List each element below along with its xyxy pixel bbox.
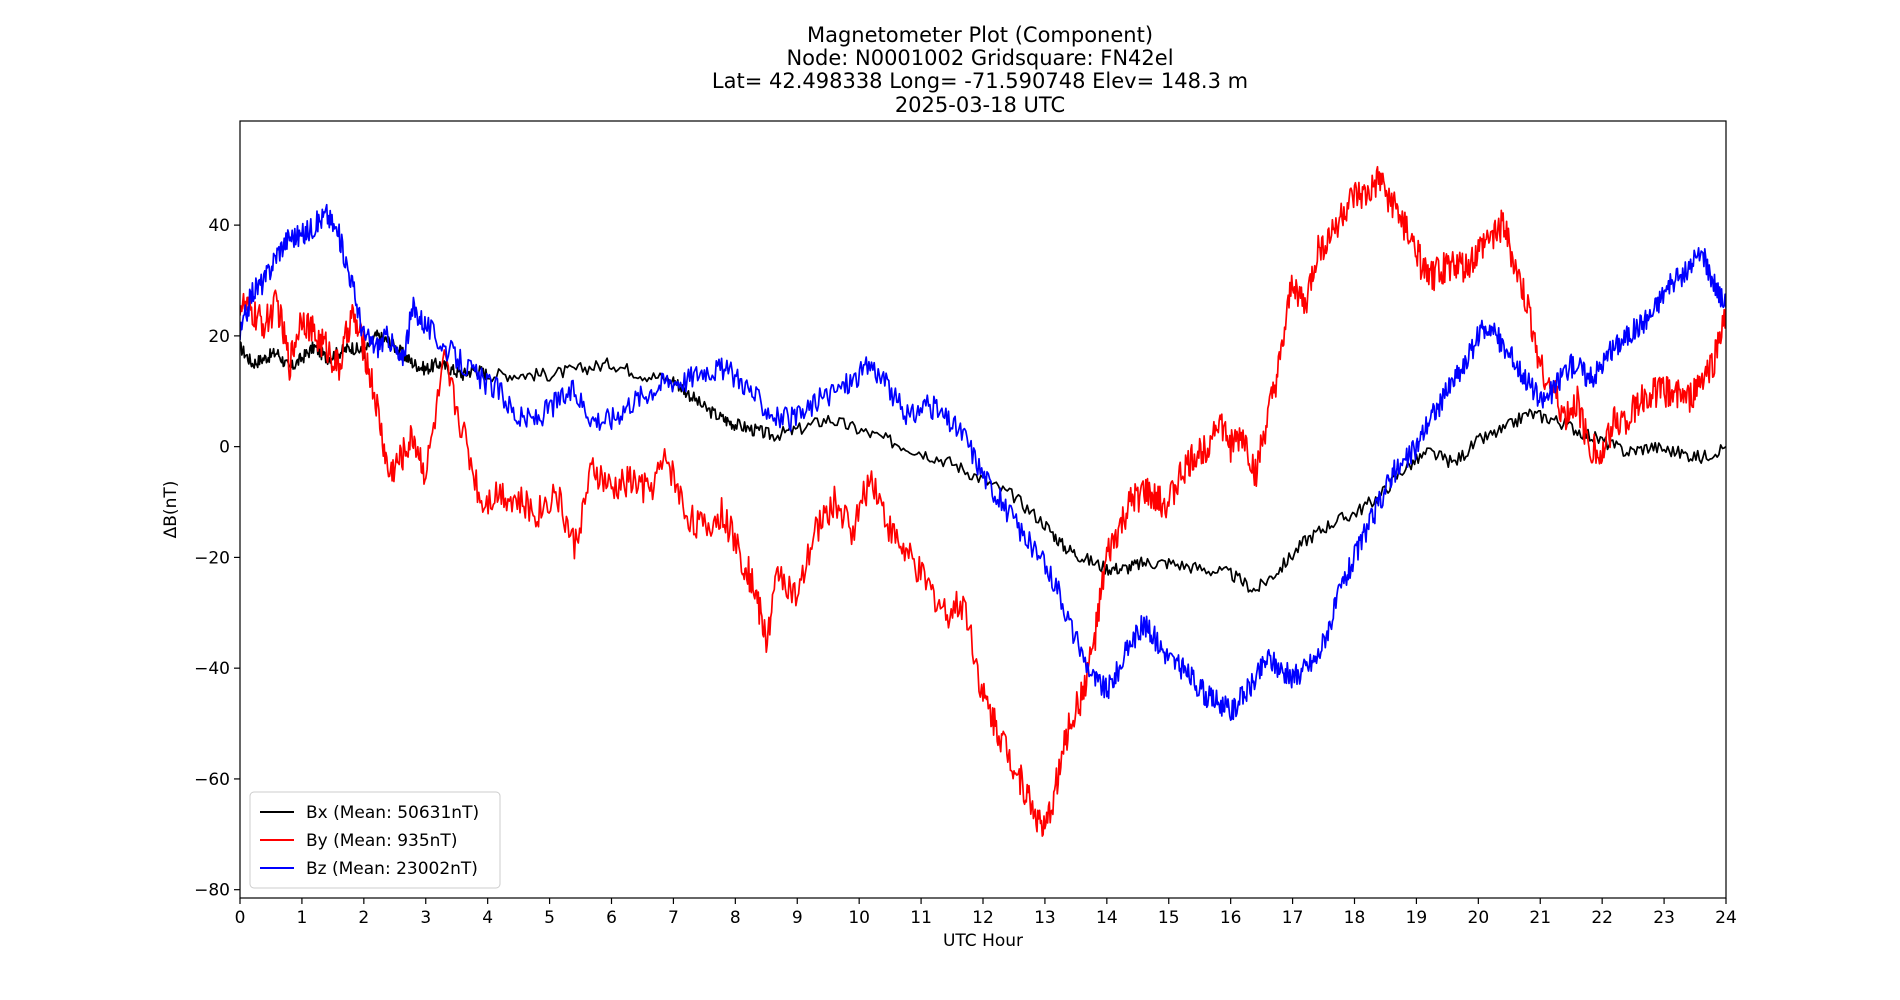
x-tick-label: 11: [910, 908, 932, 928]
y-tick-label: 0: [219, 438, 230, 458]
x-tick-label: 13: [1034, 908, 1056, 928]
chart-title-line-4: 2025-03-18 UTC: [895, 93, 1065, 117]
x-tick-label: 2: [358, 908, 369, 928]
legend-box: [249, 791, 501, 889]
legend-label-by: By (Mean: 935nT): [306, 831, 457, 851]
x-tick-label: 4: [482, 908, 493, 928]
y-tick-label: −80: [194, 881, 230, 901]
x-tick-label: 8: [730, 908, 741, 928]
y-tick-label: −40: [194, 659, 230, 679]
x-tick-label: 21: [1529, 908, 1551, 928]
x-tick-label: 24: [1715, 908, 1737, 928]
x-tick-label: 17: [1282, 908, 1304, 928]
x-tick-label: 9: [792, 908, 803, 928]
x-tick-label: 5: [544, 908, 555, 928]
y-tick-label: 20: [208, 327, 230, 347]
series-line-bz: [240, 203, 1726, 722]
y-tick-label: 40: [208, 216, 230, 236]
x-tick-label: 22: [1591, 908, 1613, 928]
x-tick-label: 6: [606, 908, 617, 928]
x-tick-label: 7: [668, 908, 679, 928]
plot-area-frame: [239, 120, 1727, 899]
x-tick-label: 0: [235, 908, 246, 928]
x-tick-label: 12: [972, 908, 994, 928]
legend: Bx (Mean: 50631nT) By (Mean: 935nT) Bz (Me…: [249, 791, 501, 889]
y-axis-ticks: 40 20 0 −20 −40 −60 −80: [194, 216, 240, 901]
x-tick-label: 3: [420, 908, 431, 928]
x-tick-label: 15: [1158, 908, 1180, 928]
chart-title-line-1: Magnetometer Plot (Component): [807, 23, 1153, 47]
x-tick-label: 19: [1406, 908, 1428, 928]
y-tick-label: −20: [194, 548, 230, 568]
x-axis-label: UTC Hour: [943, 931, 1023, 951]
chart-title-line-3: Lat= 42.498338 Long= -71.590748 Elev= 14…: [712, 69, 1248, 93]
x-axis-ticks: 0 1 2 3 4 5 6 7 8 9 10 11 12 13 14 15 16 17 18 19 20 21 22 23 24: [235, 898, 1737, 928]
x-tick-label: 18: [1344, 908, 1366, 928]
x-tick-label: 14: [1096, 908, 1118, 928]
series-line-by: [240, 165, 1726, 837]
series-line-bx: [240, 329, 1726, 593]
chart-title: Magnetometer Plot (Component) Node: N000…: [712, 23, 1248, 117]
x-tick-label: 10: [848, 908, 870, 928]
y-axis-label: ΔB(nT): [161, 481, 181, 539]
legend-label-bx: Bx (Mean: 50631nT): [306, 803, 479, 823]
chart-title-line-2: Node: N0001002 Gridsquare: FN42el: [786, 46, 1173, 70]
x-tick-label: 1: [297, 908, 308, 928]
series-lines: [240, 165, 1726, 837]
y-tick-label: −60: [194, 770, 230, 790]
x-tick-label: 20: [1468, 908, 1490, 928]
x-tick-label: 23: [1653, 908, 1675, 928]
legend-label-bz: Bz (Mean: 23002nT): [306, 859, 478, 879]
x-tick-label: 16: [1220, 908, 1242, 928]
